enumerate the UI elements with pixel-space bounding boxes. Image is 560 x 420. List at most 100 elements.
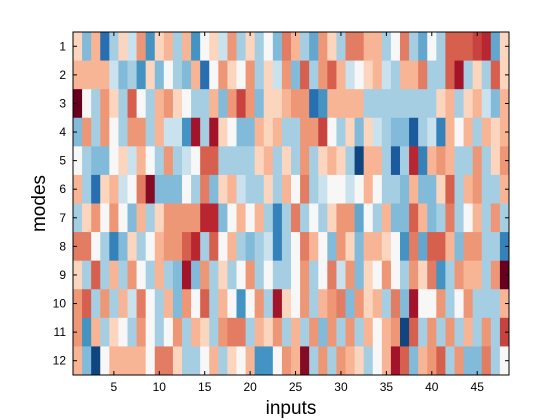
- heatmap-cell: [454, 117, 465, 147]
- heatmap-cell: [209, 203, 219, 233]
- heatmap-cell: [372, 89, 383, 119]
- heatmap-cell: [91, 174, 101, 204]
- heatmap-cell: [191, 289, 201, 319]
- heatmap-cell: [472, 346, 483, 376]
- heatmap-cell: [200, 117, 210, 147]
- heatmap-cell: [82, 203, 92, 233]
- heatmap-cell: [418, 232, 428, 262]
- heatmap-cell: [390, 146, 401, 176]
- heatmap-cell: [154, 289, 165, 319]
- heatmap-cell: [427, 317, 437, 347]
- heatmap-cell: [100, 60, 110, 90]
- heatmap-cell: [454, 232, 465, 262]
- heatmap-cell: [445, 32, 455, 62]
- heatmap-cell: [300, 317, 310, 347]
- heatmap-cell: [490, 203, 501, 233]
- heatmap-cell: [263, 232, 274, 262]
- heatmap-cell: [91, 117, 101, 147]
- heatmap-cell: [118, 117, 128, 147]
- x-tick-label: 45: [471, 380, 485, 394]
- heatmap-cell: [409, 203, 419, 233]
- heatmap-cell: [209, 174, 219, 204]
- heatmap-cell: [363, 60, 374, 90]
- heatmap-cell: [490, 60, 501, 90]
- heatmap-cell: [345, 317, 356, 347]
- heatmap-cell: [400, 174, 410, 204]
- heatmap-cell: [109, 260, 119, 290]
- heatmap-cell: [372, 289, 383, 319]
- heatmap-cell: [154, 232, 165, 262]
- heatmap-cell: [154, 60, 165, 90]
- heatmap-cell: [481, 346, 492, 376]
- heatmap-cell: [136, 60, 147, 90]
- heatmap-cell: [436, 32, 446, 62]
- heatmap-cell: [109, 60, 119, 90]
- heatmap-cell: [445, 146, 455, 176]
- heatmap-cell: [245, 32, 256, 62]
- heatmap-cell: [463, 174, 474, 204]
- heatmap-cell: [145, 174, 156, 204]
- heatmap-cell: [145, 60, 156, 90]
- heatmap-cell: [182, 146, 192, 176]
- heatmap-cell: [381, 146, 392, 176]
- heatmap-cell: [154, 203, 165, 233]
- heatmap-cell: [472, 60, 483, 90]
- heatmap-cell: [100, 203, 110, 233]
- heatmap-cell: [400, 117, 410, 147]
- heatmap-cell: [327, 317, 337, 347]
- heatmap-cell: [490, 32, 501, 62]
- heatmap-cell: [182, 346, 192, 376]
- heatmap-cell: [218, 317, 228, 347]
- heatmap-cell: [191, 203, 201, 233]
- heatmap-cell: [100, 232, 110, 262]
- heatmap-cell: [300, 260, 310, 290]
- heatmap-cell: [300, 346, 310, 376]
- heatmap-cell: [91, 260, 101, 290]
- heatmap-cell: [499, 346, 510, 376]
- heatmap-cell: [281, 317, 292, 347]
- heatmap-cell: [227, 346, 237, 376]
- heatmap-cell: [100, 174, 110, 204]
- heatmap-cell: [154, 346, 165, 376]
- heatmap-cell: [372, 117, 383, 147]
- heatmap-cell: [73, 260, 83, 290]
- heatmap-cell: [100, 346, 110, 376]
- heatmap-cell: [499, 174, 510, 204]
- heatmap-cell: [191, 60, 201, 90]
- heatmap-cell: [445, 174, 455, 204]
- heatmap-cell: [209, 346, 219, 376]
- heatmap-cell: [163, 346, 174, 376]
- heatmap-cell: [327, 174, 337, 204]
- heatmap-cell: [127, 346, 138, 376]
- heatmap-cell: [354, 346, 365, 376]
- heatmap-cell: [409, 174, 419, 204]
- heatmap-cell: [291, 146, 301, 176]
- x-axis-label: inputs: [266, 398, 317, 419]
- heatmap-cell: [372, 203, 383, 233]
- heatmap-cell: [145, 346, 156, 376]
- heatmap-cell: [191, 346, 201, 376]
- heatmap-cell: [381, 174, 392, 204]
- heatmap-cell: [436, 174, 446, 204]
- heatmap-cell: [291, 203, 301, 233]
- heatmap-cell: [318, 117, 328, 147]
- heatmap-cell: [163, 89, 174, 119]
- heatmap-cell: [254, 89, 265, 119]
- heatmap-cell: [191, 89, 201, 119]
- heatmap-cell: [182, 203, 192, 233]
- heatmap-cell: [463, 117, 474, 147]
- heatmap-cell: [163, 232, 174, 262]
- heatmap-cell: [354, 89, 365, 119]
- heatmap-cell: [481, 289, 492, 319]
- heatmap-cell: [418, 60, 428, 90]
- heatmap-cell: [172, 89, 183, 119]
- heatmap-cell: [427, 32, 437, 62]
- heatmap-cell: [200, 346, 210, 376]
- heatmap-cell: [118, 174, 128, 204]
- heatmap-cell: [372, 60, 383, 90]
- y-tick-label: 1: [59, 39, 66, 53]
- heatmap-cell: [363, 32, 374, 62]
- heatmap-cell: [281, 117, 292, 147]
- heatmap-cell: [436, 146, 446, 176]
- heatmap-cell: [182, 289, 192, 319]
